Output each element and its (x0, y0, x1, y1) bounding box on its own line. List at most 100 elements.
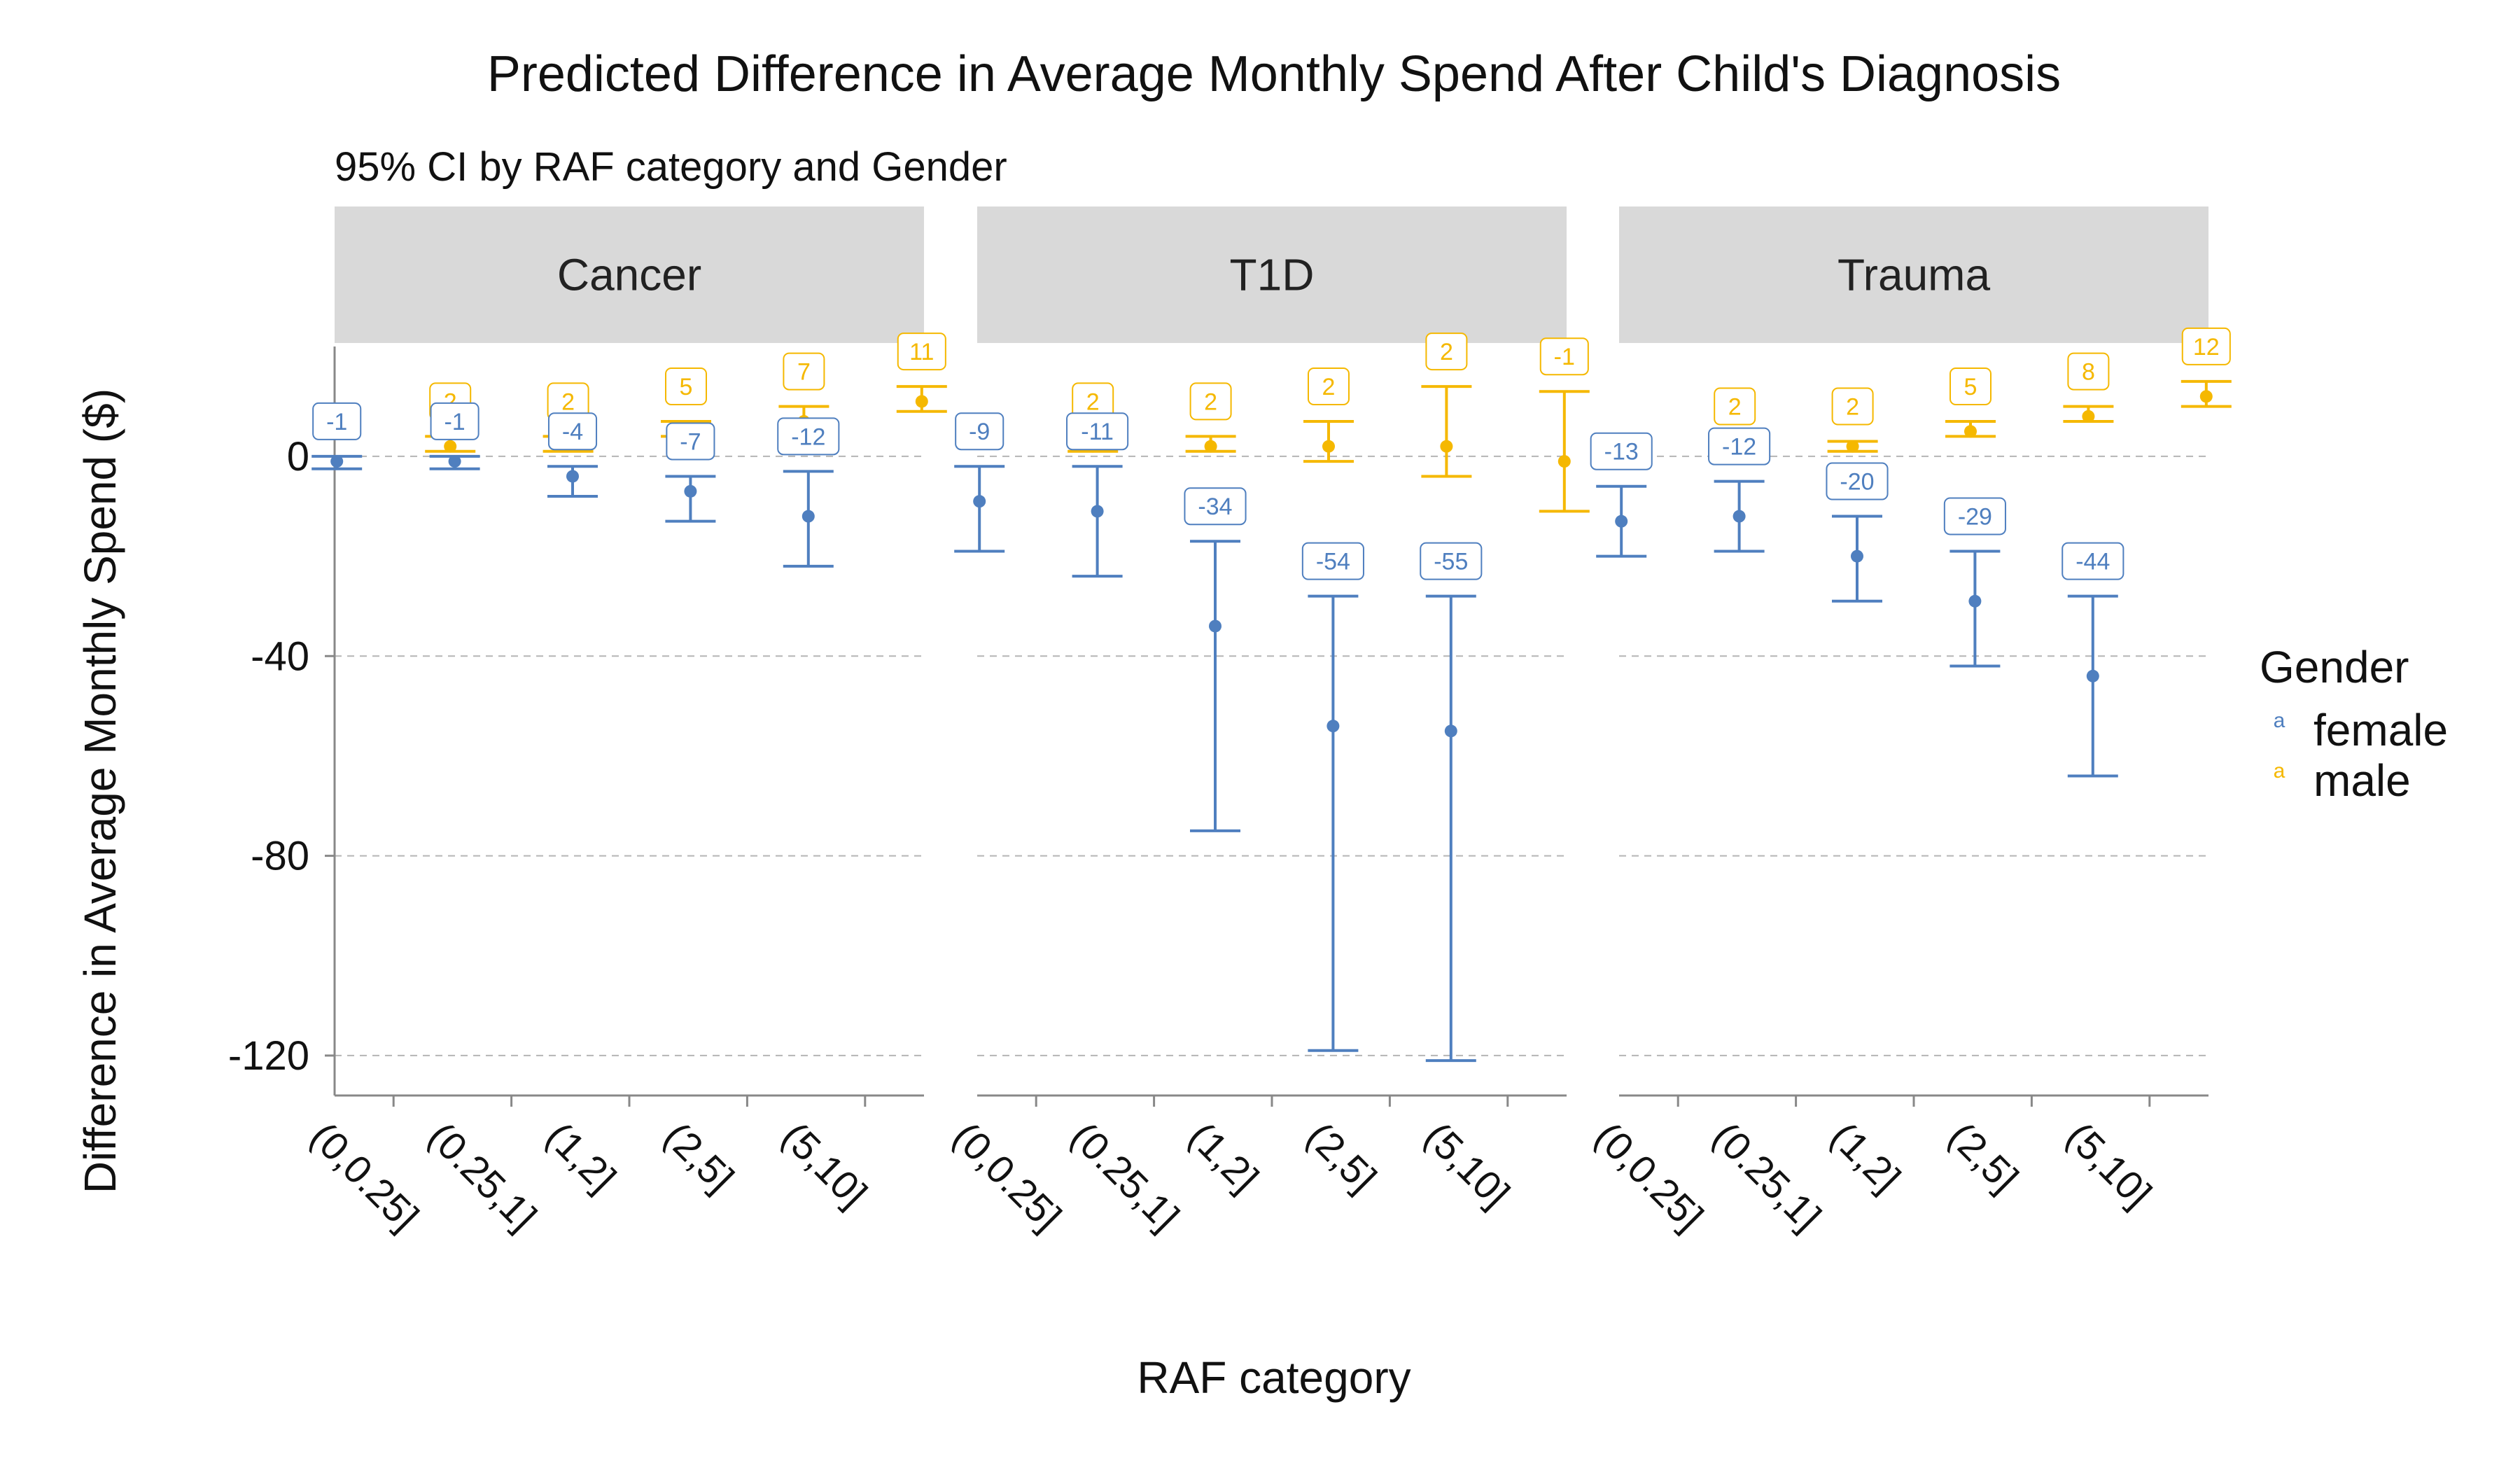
panel-t1d: T1D (0,0.25] -9 2 (0.25,1] -11 2 (1,2] -34 2 (2,5]… (945, 206, 1590, 1239)
data-label-text: -9 (969, 419, 990, 445)
facet-panels: Cancer0-40-80-120(0,0.25]-12(0.25,1]-12(… (228, 206, 2232, 1239)
data-label: -20 (1826, 462, 1889, 500)
data-label-text: 2 (1728, 394, 1742, 421)
y-tick-label: -40 (251, 634, 309, 679)
errorbar-female: -29 (1943, 497, 2006, 668)
errorbar-male: 2 (1303, 368, 1354, 463)
data-label-box (665, 368, 707, 405)
data-label-text: -13 (1604, 439, 1639, 465)
errorbar-male: 5 (1945, 368, 1996, 438)
errorbar-female: -1 (312, 402, 363, 470)
errorbar-male: -1 (1539, 337, 1590, 513)
data-label-box (1590, 432, 1653, 470)
point-estimate (1326, 720, 1340, 733)
data-label: -1 (312, 402, 362, 440)
x-tick-label: (1,2] (538, 1114, 625, 1200)
data-label-box (1943, 497, 2006, 536)
data-label-text: 5 (1964, 374, 1977, 400)
data-label-text: 2 (561, 388, 575, 415)
data-label-box (897, 332, 946, 371)
data-label-text: -44 (2076, 549, 2110, 575)
data-label-text: -11 (1081, 419, 1114, 445)
facet-strip (335, 206, 924, 343)
point-estimate (1322, 440, 1335, 453)
data-label: -29 (1943, 497, 2006, 536)
point-estimate (1204, 440, 1217, 453)
legend-item-male: a male (2274, 755, 2411, 806)
data-label-text: 7 (797, 359, 811, 386)
data-label-box (2062, 542, 2124, 580)
errorbar-male: 2 (1185, 382, 1236, 453)
data-label-box (666, 422, 715, 461)
data-label-text: 2 (1204, 388, 1217, 415)
facet-strip-label: T1D (1230, 250, 1315, 300)
errorbar-female: -44 (2062, 542, 2124, 778)
chart-subtitle: 95% CI by RAF category and Gender (335, 144, 1007, 190)
x-tick-label: (0,0.25] (302, 1114, 428, 1239)
x-tick-label: (2,5] (656, 1114, 743, 1200)
errorbar-female: -12 (777, 417, 840, 568)
data-label: 12 (2181, 327, 2231, 365)
legend-key-glyph: a (2274, 760, 2286, 783)
data-label-text: 8 (2082, 359, 2095, 386)
data-label-text: -4 (562, 419, 583, 445)
errorbar-female: -20 (1826, 462, 1889, 603)
point-estimate (330, 455, 344, 468)
data-label-text: -7 (680, 428, 701, 455)
data-label-text: -1 (1554, 344, 1575, 370)
x-tick-label: (1,2] (1823, 1114, 1910, 1200)
x-tick-label: (5,10] (774, 1114, 876, 1216)
errorbar-male: 8 (2063, 352, 2114, 423)
data-label: -11 (1066, 412, 1129, 451)
facet-strip (977, 206, 1567, 343)
data-label-box (1949, 368, 1991, 405)
errorbar-female: -54 (1301, 542, 1364, 1052)
facet-strip-label: Cancer (557, 250, 701, 300)
point-estimate (566, 470, 579, 483)
x-tick-label: (2,5] (1940, 1114, 2027, 1200)
data-label-text: -12 (791, 424, 825, 450)
point-estimate (448, 455, 461, 468)
point-estimate (1615, 514, 1628, 528)
data-label-box (1714, 387, 1756, 426)
panel-trauma: Trauma (0,0.25] -13 2 (0.25,1] -12 2 (1,2] -20 5 (… (1587, 206, 2232, 1239)
facet-strip (1619, 206, 2208, 343)
data-label-box (2067, 352, 2110, 391)
errorbar-female: -11 (1066, 412, 1129, 578)
data-label: -4 (547, 412, 598, 451)
data-label-box (1184, 487, 1247, 526)
point-estimate (1851, 550, 1863, 563)
point-estimate (1558, 455, 1571, 468)
data-label-text: 11 (909, 339, 934, 365)
x-axis-title: RAF category (1137, 1352, 1410, 1403)
data-label: -13 (1590, 432, 1653, 470)
errorbar-female: -9 (954, 412, 1005, 553)
point-estimate (2086, 669, 2099, 682)
x-tick-label: (1,2] (1181, 1114, 1268, 1200)
data-label-box (1420, 542, 1483, 580)
data-label-box (2181, 327, 2231, 365)
data-label: -34 (1184, 487, 1247, 526)
data-label: -9 (955, 412, 1004, 451)
data-label: -7 (666, 422, 715, 461)
x-tick-label: (5,10] (2058, 1114, 2160, 1216)
point-estimate (444, 440, 457, 453)
data-label: 2 (1425, 332, 1468, 371)
data-label: -12 (777, 417, 840, 456)
x-tick-label: (0.25,1] (1063, 1114, 1188, 1239)
point-estimate (2082, 410, 2095, 423)
data-label-box (783, 352, 825, 391)
data-label: 2 (1189, 382, 1232, 421)
point-estimate (2199, 390, 2213, 403)
data-label: 8 (2067, 352, 2110, 391)
point-estimate (1732, 510, 1746, 523)
data-label-text: -34 (1198, 493, 1232, 520)
x-tick-label: (0.25,1] (1704, 1114, 1830, 1239)
data-label-text: -54 (1316, 549, 1350, 575)
data-label-box (547, 412, 598, 451)
data-label-box (312, 402, 362, 440)
errorbar-female: -4 (547, 412, 598, 498)
point-estimate (1091, 505, 1104, 518)
legend-label: male (2314, 755, 2411, 806)
